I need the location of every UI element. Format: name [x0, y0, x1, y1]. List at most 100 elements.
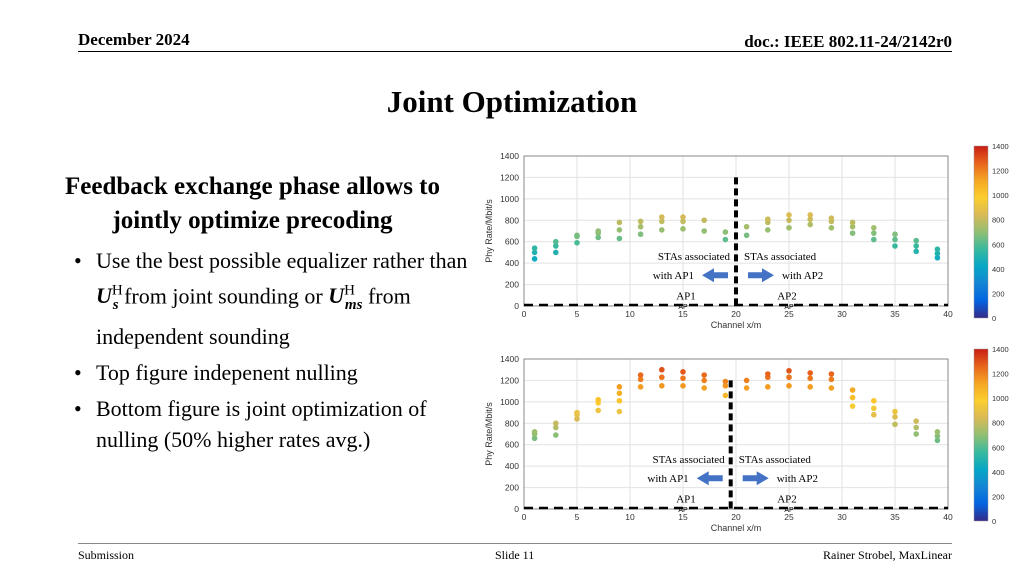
colorbar-tick-label: 1200 — [992, 167, 1009, 176]
x-tick-label: 25 — [784, 512, 794, 522]
annotation-right-line2: with AP2 — [777, 473, 818, 485]
data-point — [828, 371, 835, 377]
data-point — [553, 249, 559, 256]
y-tick-label: 1400 — [500, 151, 519, 161]
y-tick-label: 1000 — [500, 397, 519, 407]
x-tick-label: 5 — [575, 512, 580, 522]
footer-author: Rainer Strobel, MaxLinear — [823, 548, 952, 562]
arrow-right-icon — [748, 268, 774, 283]
data-point — [892, 414, 898, 420]
y-tick-label: 1400 — [500, 354, 519, 364]
data-point — [934, 250, 941, 257]
data-point — [616, 408, 623, 415]
data-point — [659, 366, 665, 373]
data-point — [722, 378, 729, 385]
data-point — [616, 390, 623, 397]
data-point — [871, 411, 877, 418]
y-tick-label: 400 — [505, 461, 519, 471]
data-point — [892, 421, 898, 428]
bullet-list: Use the best possible equalizer rather t… — [74, 245, 474, 460]
data-point — [871, 224, 877, 231]
x-tick-label: 25 — [784, 309, 794, 319]
data-point — [807, 370, 813, 376]
data-point — [531, 429, 538, 435]
data-point — [828, 224, 835, 231]
data-point — [765, 227, 771, 233]
x-tick-label: 20 — [731, 512, 741, 522]
data-point — [595, 228, 601, 234]
data-point — [595, 407, 601, 414]
y-tick-label: 600 — [505, 440, 519, 450]
data-point — [722, 229, 729, 235]
data-point — [701, 377, 707, 384]
colorbar-tick-label: 400 — [992, 265, 1005, 274]
data-point — [786, 382, 792, 389]
data-point — [616, 397, 623, 404]
colorbar-tick-label: 800 — [992, 216, 1005, 225]
arrow-right-icon — [742, 471, 769, 486]
y-tick-label: 0 — [514, 301, 519, 311]
x-tick-label: 0 — [522, 309, 527, 319]
y-tick-label: 800 — [505, 418, 519, 428]
annotation-right-line1: STAs associated — [744, 251, 817, 263]
data-point — [722, 236, 729, 243]
data-point — [849, 403, 856, 409]
data-point — [913, 418, 919, 424]
data-point — [871, 405, 877, 412]
data-point — [828, 215, 835, 221]
math-ums: UHms — [328, 283, 363, 313]
data-point — [849, 219, 856, 226]
colorbar-tick-label: 800 — [992, 419, 1005, 428]
data-point — [786, 367, 792, 374]
data-point — [934, 246, 941, 253]
data-point — [553, 432, 559, 438]
x-tick-label: 15 — [678, 309, 688, 319]
data-point — [786, 374, 792, 381]
data-point — [531, 249, 538, 256]
data-point — [934, 437, 941, 444]
slide-title: Joint Optimization — [386, 84, 638, 119]
data-point — [849, 230, 856, 236]
x-tick-label: 40 — [943, 512, 953, 522]
colorbar-tick-label: 1400 — [992, 345, 1009, 354]
annotation-left-line2: with AP1 — [653, 270, 694, 282]
colorbar-tick-label: 1000 — [992, 394, 1009, 403]
colorbar-tick-label: 0 — [992, 517, 996, 526]
y-tick-label: 0 — [514, 504, 519, 514]
data-point — [616, 227, 623, 233]
data-point — [892, 231, 898, 238]
arrow-left-icon — [702, 268, 728, 283]
x-tick-label: 0 — [522, 512, 527, 522]
colorbar-tick-label: 0 — [992, 314, 996, 323]
colorbar-tick-label: 600 — [992, 240, 1005, 249]
data-point — [637, 231, 644, 238]
ap1-label: AP1 — [676, 291, 696, 303]
data-point — [934, 433, 941, 439]
data-point — [531, 256, 538, 262]
data-point — [701, 217, 707, 224]
y-tick-label: 1200 — [500, 172, 519, 182]
data-point — [616, 219, 623, 226]
footer-rule — [78, 543, 952, 544]
data-point — [786, 224, 792, 231]
data-point — [934, 429, 941, 435]
data-point — [595, 396, 601, 403]
data-point — [680, 375, 686, 382]
data-point — [659, 214, 665, 220]
colorbar — [973, 145, 989, 319]
data-point — [680, 226, 686, 232]
x-tick-label: 35 — [890, 309, 900, 319]
ap-marker: AP — [784, 304, 794, 311]
data-point — [913, 424, 919, 431]
arrow-left-icon — [696, 471, 723, 486]
footer-submission: Submission — [78, 548, 135, 562]
data-point — [786, 212, 792, 218]
y-tick-label: 1200 — [500, 375, 519, 385]
annotation-left-line1: STAs associated — [653, 454, 726, 466]
data-point — [743, 377, 750, 384]
ap-marker: AP — [784, 507, 794, 514]
data-point — [849, 223, 856, 230]
colorbar-tick-label: 200 — [992, 289, 1005, 298]
math-us: UHs — [96, 283, 123, 313]
data-point — [765, 216, 771, 223]
